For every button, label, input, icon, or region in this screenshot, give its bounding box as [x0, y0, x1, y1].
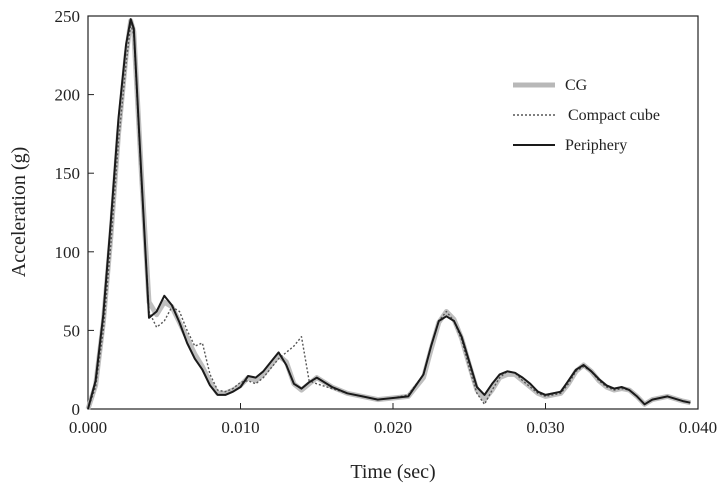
x-tick-label: 0.010 [221, 418, 259, 437]
series-line-cg [85, 18, 691, 410]
y-tick-label: 200 [55, 86, 81, 105]
y-axis: 0 50 100 150 200 250 [55, 7, 94, 419]
x-tick-label: 0.020 [374, 418, 412, 437]
series-layer [85, 18, 691, 410]
y-axis-title: Acceleration (g) [8, 147, 30, 277]
x-tick-label: 0.000 [69, 418, 107, 437]
plot-area [87, 15, 699, 410]
x-tick-label: 0.040 [679, 418, 717, 437]
x-axis-title: Time (sec) [350, 461, 435, 483]
legend: CG Compact cube Periphery [513, 77, 660, 154]
y-tick-label: 100 [55, 243, 81, 262]
legend-label-cg: CG [565, 77, 588, 94]
legend-label-compact-cube: Compact cube [568, 107, 660, 124]
series-line-periphery [87, 18, 691, 410]
y-tick-label: 150 [55, 164, 81, 183]
series-line-compact-cube [87, 23, 691, 410]
y-tick-label: 250 [55, 7, 81, 26]
y-tick-label: 0 [72, 400, 81, 419]
x-axis: 0.000 0.010 0.020 0.030 0.040 [69, 403, 717, 437]
plot-frame [87, 15, 699, 410]
y-tick-label: 50 [63, 321, 80, 340]
x-tick-label: 0.030 [526, 418, 564, 437]
legend-label-periphery: Periphery [565, 137, 627, 154]
